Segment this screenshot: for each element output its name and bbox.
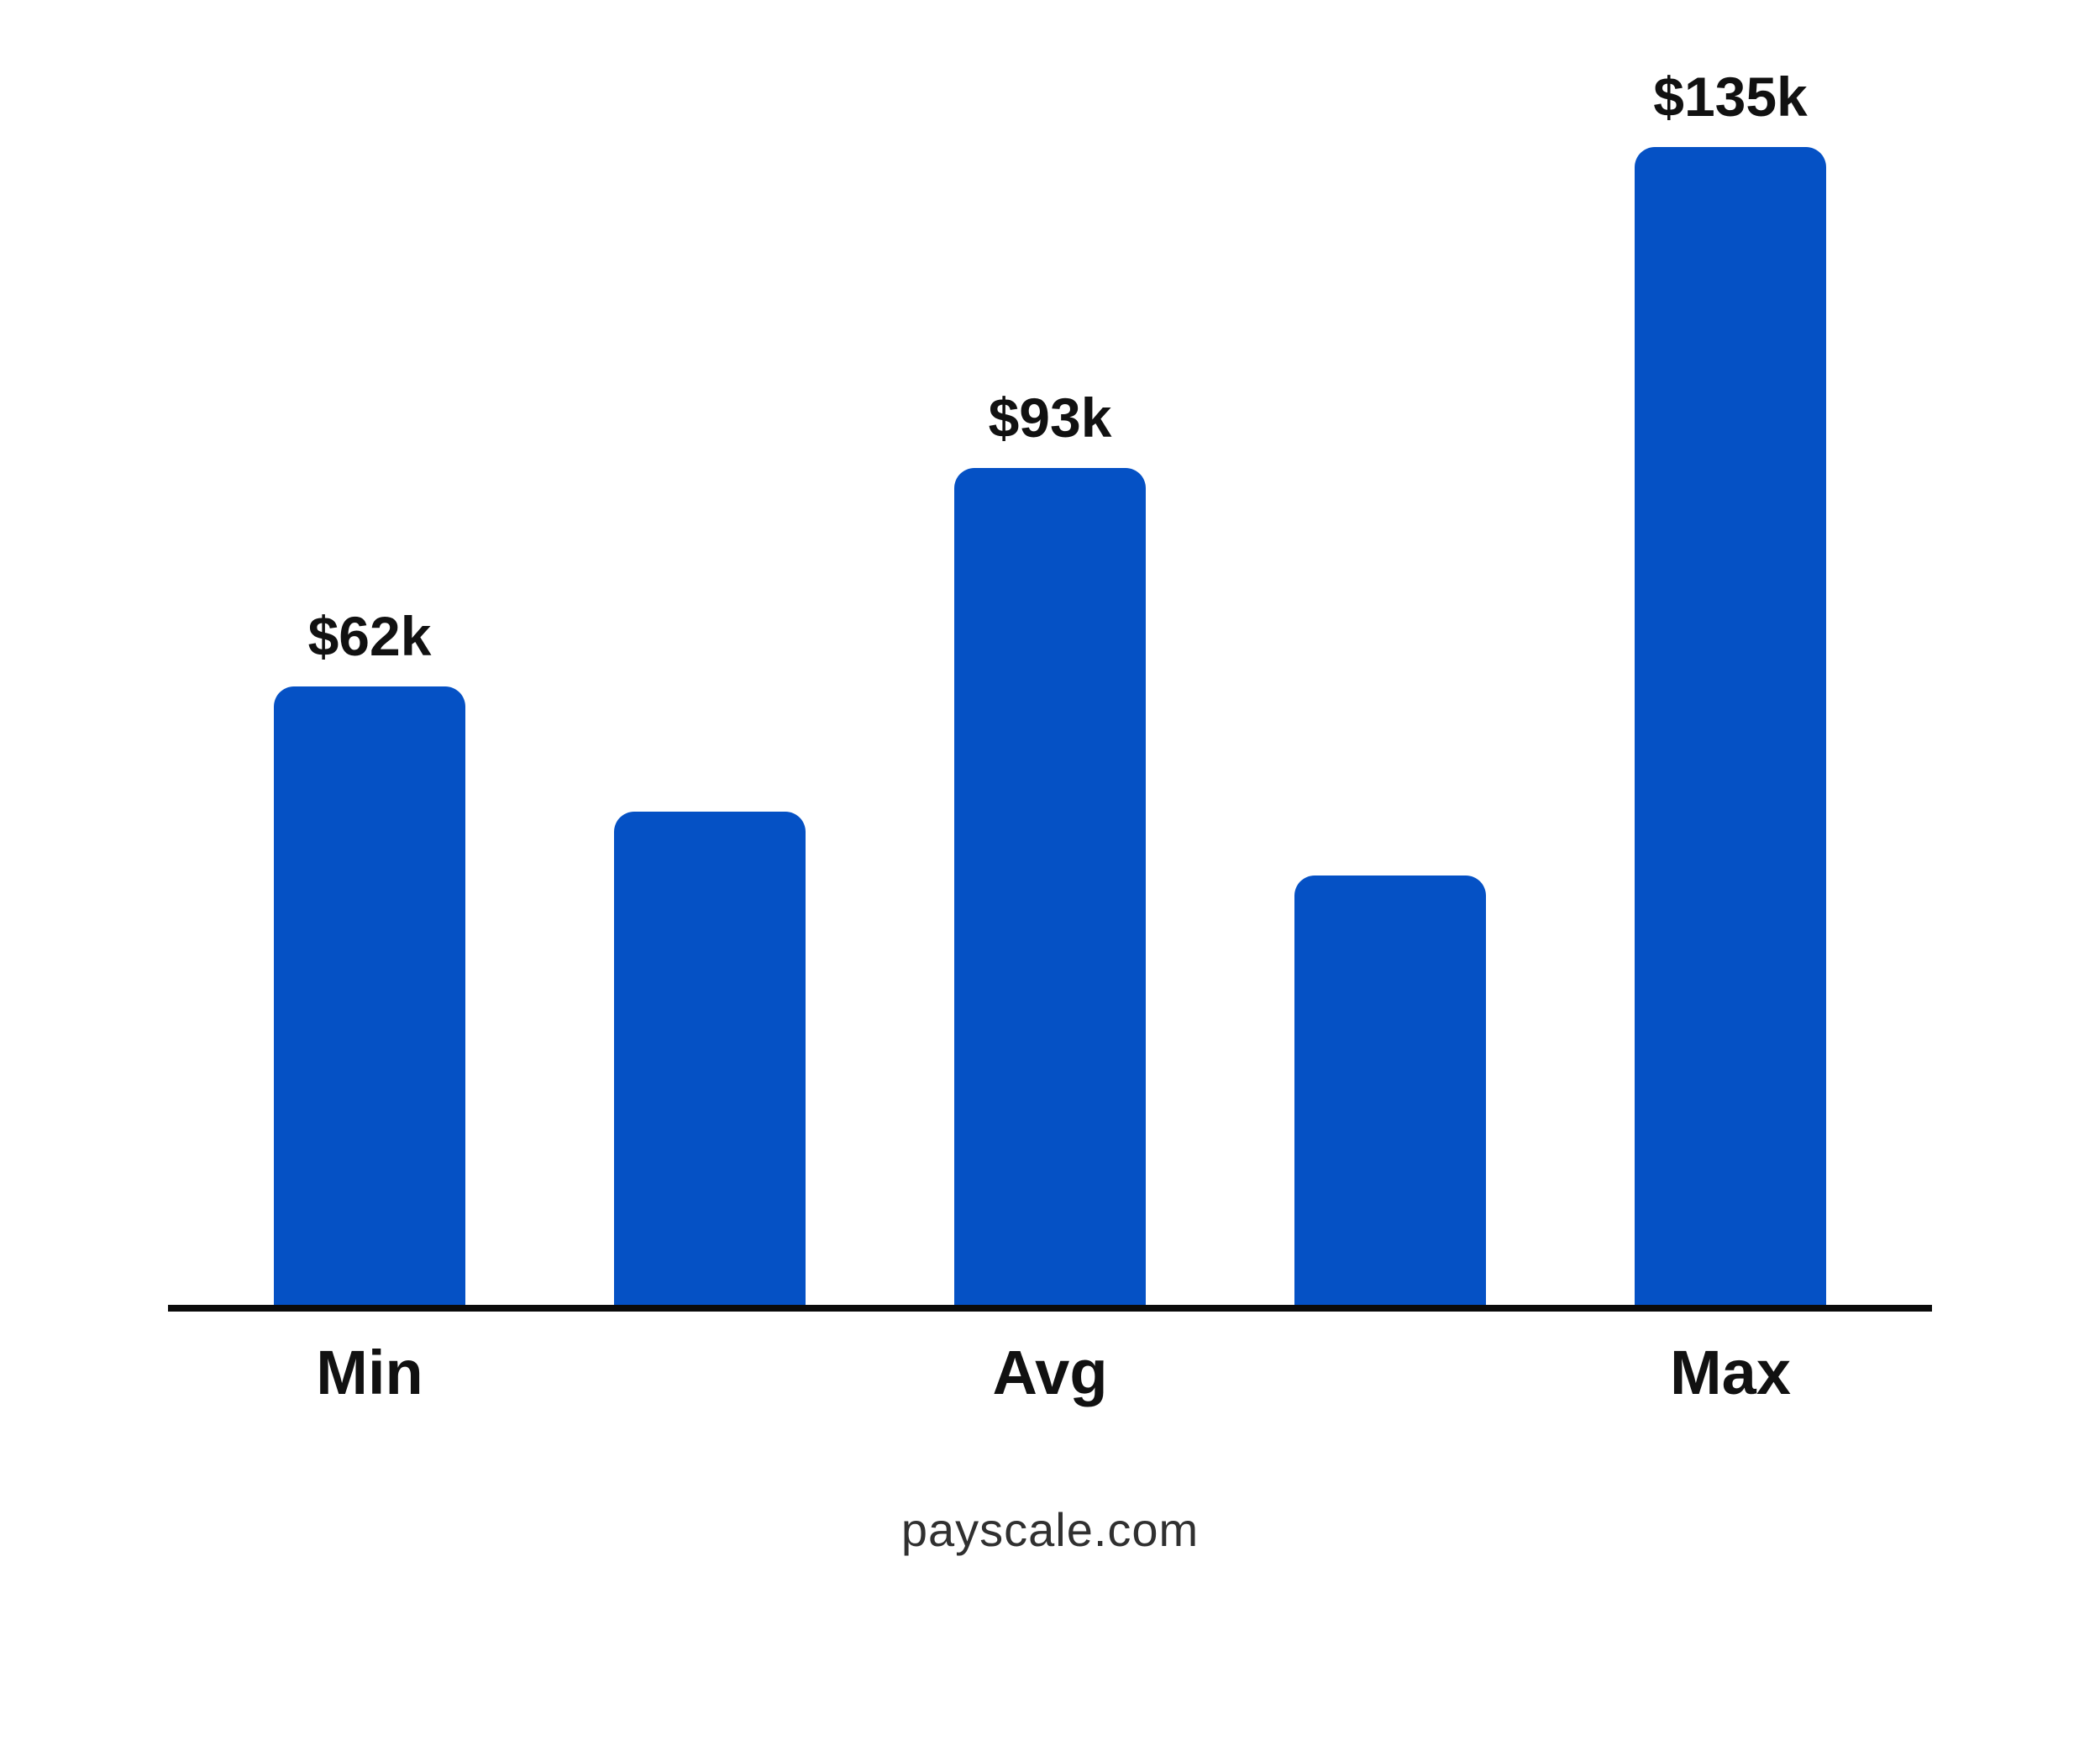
- bar-value-label: $93k: [988, 386, 1112, 449]
- category-label-max: Max: [1670, 1338, 1791, 1407]
- category-labels-row: Min Avg Max: [0, 1339, 2100, 1407]
- source-text: payscale.com: [900, 1503, 1200, 1556]
- bar-group-min: $62k: [274, 606, 465, 1305]
- category-label-empty: [1294, 1339, 1486, 1407]
- bar-value-label: $135k: [1653, 66, 1808, 128]
- bar-group-decorative-3: [1294, 876, 1486, 1305]
- bars-row: $62k $93k $135k: [0, 66, 2100, 1305]
- bar: [1635, 147, 1826, 1305]
- x-axis-line: [168, 1305, 1932, 1312]
- bar: [1294, 876, 1486, 1305]
- bar: [614, 812, 806, 1305]
- category-label-avg: Avg: [992, 1338, 1108, 1407]
- bar-group-avg: $93k: [954, 387, 1146, 1305]
- bar-value-label: $62k: [307, 605, 432, 667]
- category-label-min: Min: [316, 1338, 423, 1407]
- category-label-empty: [614, 1339, 806, 1407]
- bar-group-max: $135k: [1635, 66, 1826, 1305]
- bar-group-decorative-1: [614, 812, 806, 1305]
- bar: [274, 686, 465, 1305]
- bar: [954, 468, 1146, 1305]
